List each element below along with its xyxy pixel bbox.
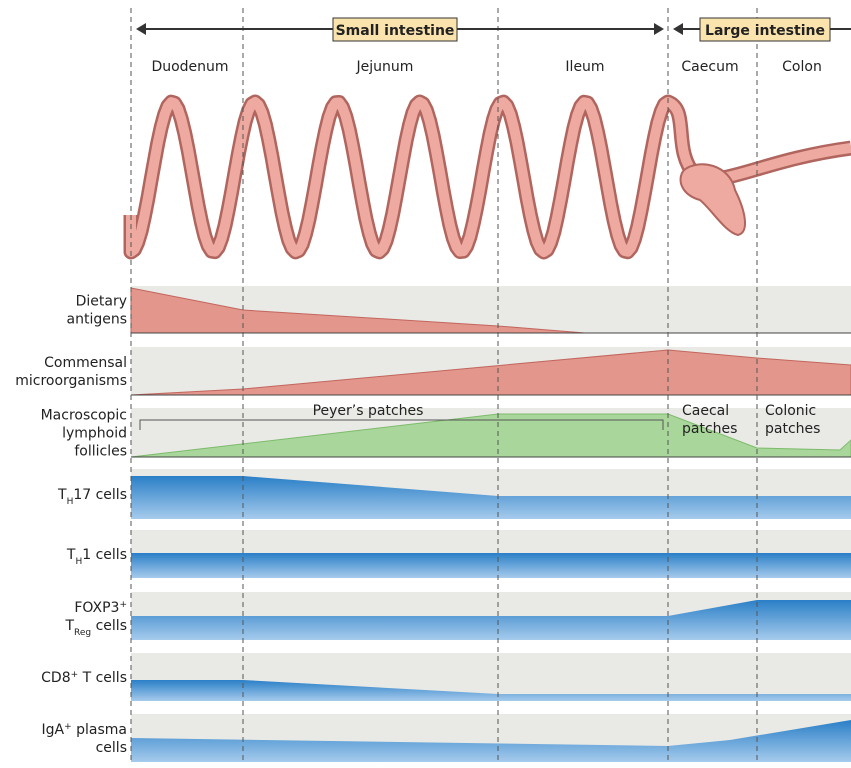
segment-label: Duodenum	[151, 59, 228, 75]
cd8-area	[131, 680, 851, 701]
annotation: patches	[682, 421, 737, 437]
th17-area	[131, 476, 851, 519]
label-part: cells	[91, 618, 127, 634]
label-part: follicles	[74, 444, 127, 460]
row-label: antigens	[67, 312, 128, 328]
annotation: Caecal	[682, 403, 729, 419]
label-part: +	[119, 600, 127, 610]
row-label: Macroscopic	[41, 408, 127, 424]
annotation: Colonic	[765, 403, 816, 419]
intestine	[123, 94, 851, 260]
annotation: Peyer’s patches	[313, 403, 424, 419]
segment-label: Caecum	[681, 59, 738, 75]
label-part: 17 cells	[73, 487, 127, 503]
row-label: Commensal	[44, 355, 127, 371]
label-part: Macroscopic	[41, 408, 127, 424]
caecum	[679, 163, 746, 237]
row-label: FOXP3+	[74, 600, 127, 616]
label-part: lymphoid	[62, 426, 127, 442]
dividers	[130, 8, 758, 764]
row-label: CD8+ T cells	[41, 670, 127, 686]
row-label: microorganisms	[15, 373, 127, 389]
label-part: T cells	[78, 670, 127, 686]
label-part: Reg	[74, 628, 91, 638]
row-label: cells	[96, 740, 127, 756]
label-part: 1 cells	[82, 547, 127, 563]
iga-area	[131, 720, 851, 762]
label-part: H	[67, 497, 74, 507]
header-label: Small intestine	[336, 23, 455, 39]
label-part: antigens	[67, 312, 128, 328]
label-part: Commensal	[44, 355, 127, 371]
label-part: CD8	[41, 670, 70, 686]
label-part: IgA	[42, 722, 65, 738]
row-label: Dietary	[76, 294, 127, 310]
row-label: IgA+ plasma	[42, 722, 127, 738]
segment-label: Ileum	[565, 59, 604, 75]
label-part: T	[57, 487, 67, 503]
label-part: FOXP3	[74, 600, 119, 616]
annotations: Peyer’s patches Caecal patches Colonic p…	[313, 403, 821, 437]
row-label: TReg cells	[64, 618, 127, 638]
label-part: microorganisms	[15, 373, 127, 389]
header-label: Large intestine	[705, 23, 825, 39]
header: Small intestine Large intestine Duodenum…	[136, 17, 851, 75]
label-part: T	[66, 547, 76, 563]
label-part: +	[64, 722, 72, 732]
row-label: follicles	[74, 444, 127, 460]
follicle-area	[130, 413, 851, 458]
label-part: Dietary	[76, 294, 127, 310]
tube	[126, 97, 851, 257]
row-labels: Dietary antigens Commensal microorganisms Ma…	[15, 294, 127, 757]
treg-area	[131, 600, 851, 640]
label-part: H	[75, 557, 82, 567]
label-part: +	[71, 670, 79, 680]
label-part: plasma	[72, 722, 127, 738]
row-label: TH1 cells	[66, 547, 127, 567]
peyers-bracket	[139, 419, 664, 430]
row-label: TH17 cells	[57, 487, 127, 507]
segment-label: Colon	[782, 59, 822, 75]
label-part: cells	[96, 740, 127, 756]
th1-area	[131, 553, 851, 578]
segment-label: Jejunum	[356, 59, 414, 75]
bands	[130, 286, 851, 762]
annotation: patches	[765, 421, 820, 437]
label-part: T	[64, 618, 74, 634]
row-label: lymphoid	[62, 426, 127, 442]
